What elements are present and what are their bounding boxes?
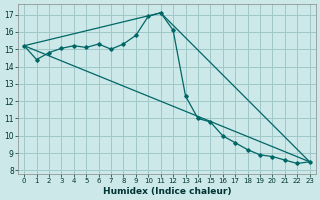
X-axis label: Humidex (Indice chaleur): Humidex (Indice chaleur) — [103, 187, 231, 196]
